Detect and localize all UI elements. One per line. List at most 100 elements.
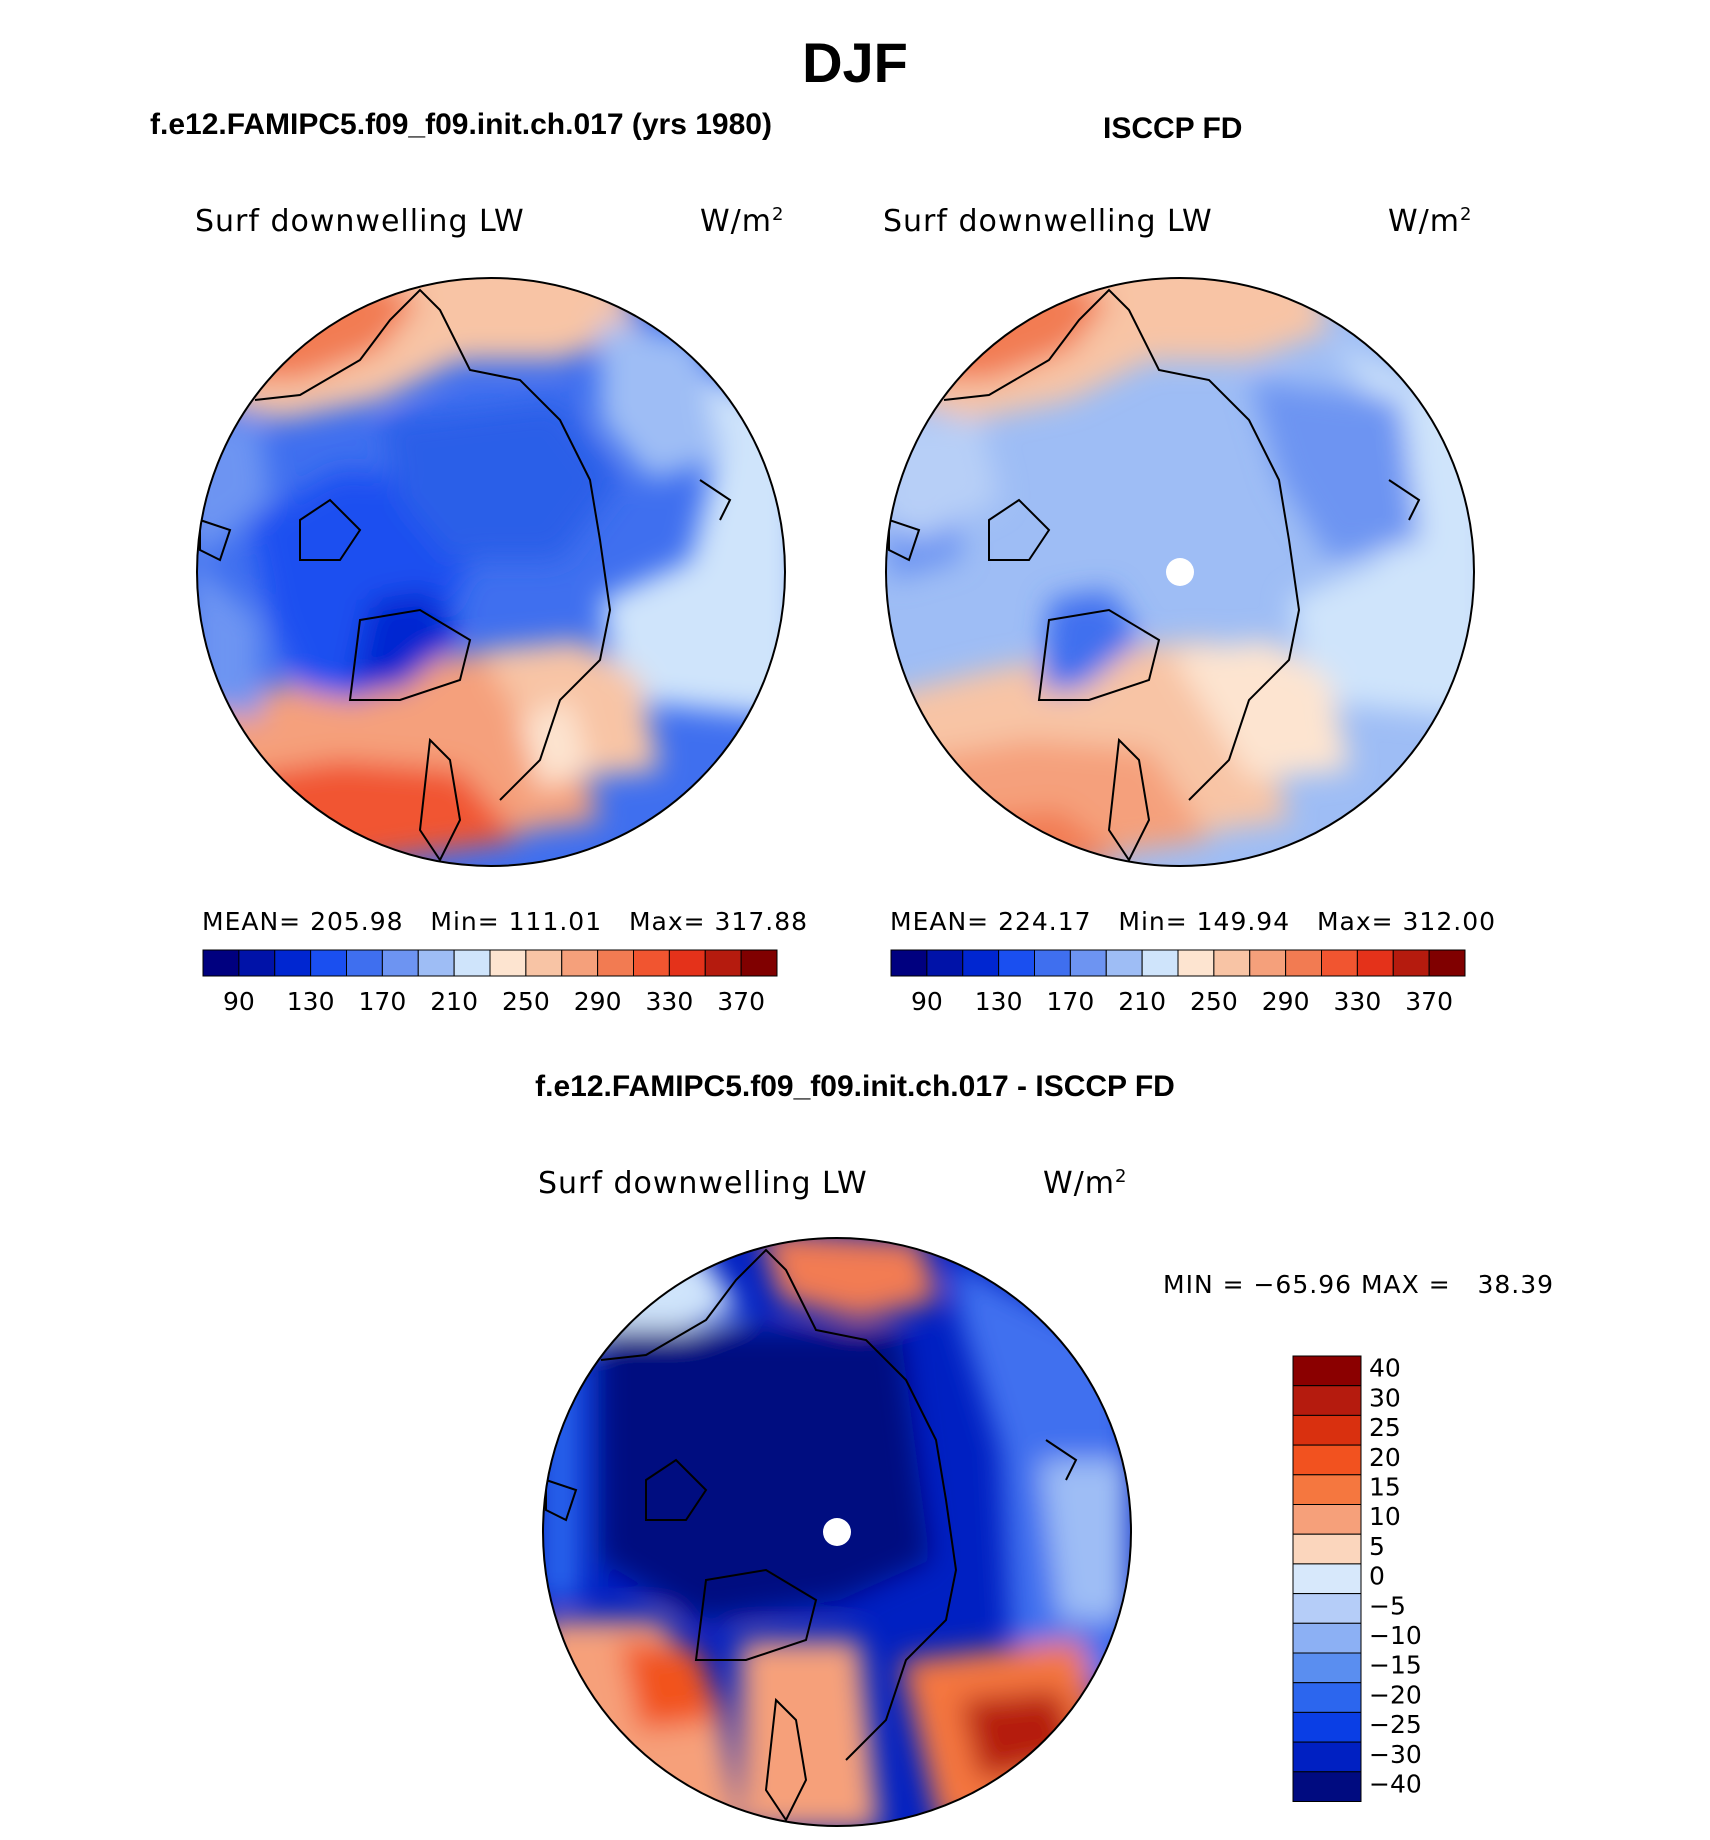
colorbar-isccp-tick-label: 90 [911, 987, 943, 1016]
colorbar-difference-tick-label: 40 [1369, 1354, 1401, 1383]
colorbar-difference-swatch [1292, 1622, 1362, 1654]
colorbar-isccp-swatch [1141, 949, 1179, 977]
panel3-units: W/m2 [1043, 1166, 1127, 1201]
colorbar-isccp: 90 130 170 210 250 290 330 370 [890, 949, 1466, 1016]
colorbar-difference-tick-label: 5 [1369, 1532, 1385, 1561]
colorbar-model-swatch [561, 949, 599, 977]
panel2-units-text: W/m [1388, 204, 1460, 239]
panel3-stats: MIN = −65.96 MAX = 38.39 [1163, 1270, 1555, 1299]
colorbar-model-tick-label: 290 [574, 987, 622, 1016]
map-isccp [886, 278, 1474, 866]
page-title: DJF [802, 31, 908, 94]
map-difference-pole-gap [823, 1518, 851, 1546]
colorbar-difference-swatch [1292, 1563, 1362, 1595]
colorbar-difference-swatch [1292, 1444, 1362, 1476]
colorbar-difference-tick-label: −10 [1369, 1621, 1422, 1650]
colorbar-difference-swatch [1292, 1771, 1362, 1803]
map-isccp-pole-gap [1166, 558, 1194, 586]
colorbar-difference-swatch [1292, 1741, 1362, 1773]
colorbar-difference-tick-label: 0 [1369, 1562, 1385, 1591]
colorbar-difference-tick-label: −25 [1369, 1710, 1422, 1739]
colorbar-difference-tick-label: 10 [1369, 1502, 1401, 1531]
colorbar-model-swatch [453, 949, 491, 977]
colorbar-model-tick-label: 210 [430, 987, 478, 1016]
panel3-units-text: W/m [1043, 1166, 1115, 1201]
colorbar-isccp-swatch [1249, 949, 1287, 977]
map-model-coastlines [199, 288, 732, 862]
colorbar-difference-swatch [1292, 1533, 1362, 1565]
colorbar-difference-tick-label: −15 [1369, 1651, 1422, 1680]
map-model-outline [196, 277, 786, 867]
colorbar-difference-swatch [1292, 1385, 1362, 1416]
colorbar-difference-tick-label: −40 [1369, 1770, 1422, 1799]
colorbar-isccp-swatch [1356, 949, 1394, 977]
panel1-units-sup: 2 [772, 204, 785, 225]
panel3-variable: Surf downwelling LW [538, 1166, 868, 1201]
colorbar-model-tick-label: 130 [287, 987, 335, 1016]
colorbar-difference-swatch [1292, 1474, 1362, 1506]
map-difference-coastlines [545, 1248, 1078, 1822]
colorbar-isccp-swatch [1105, 949, 1143, 977]
colorbar-model-swatch [740, 949, 778, 977]
map-model [197, 278, 785, 866]
panel1-title: f.e12.FAMIPC5.f09_f09.init.ch.017 (yrs 1… [150, 108, 772, 141]
map-difference-outline [542, 1237, 1132, 1827]
colorbar-difference-swatch [1292, 1414, 1362, 1446]
colorbar-isccp-swatch [998, 949, 1035, 977]
colorbar-isccp-swatch [1213, 949, 1251, 977]
colorbar-difference-swatch [1292, 1355, 1362, 1387]
colorbar-model-swatch [633, 949, 670, 977]
colorbar-model-tick-label: 170 [359, 987, 407, 1016]
colorbar-model: 90 130 170 210 250 290 330 370 [202, 949, 778, 1016]
colorbar-difference-swatch [1292, 1504, 1362, 1535]
panel3-units-sup: 2 [1115, 1166, 1128, 1187]
colorbar-isccp-tick-label: 330 [1334, 987, 1382, 1016]
colorbar-isccp-swatch [1285, 949, 1322, 977]
colorbar-isccp-swatch [1392, 949, 1430, 977]
colorbar-difference-tick-label: 30 [1369, 1383, 1401, 1412]
colorbar-isccp-swatch [890, 949, 928, 977]
colorbar-isccp-tick-label: 170 [1047, 987, 1095, 1016]
panel3-title: f.e12.FAMIPC5.f09_f09.init.ch.017 - ISCC… [535, 1070, 1175, 1103]
colorbar-model-swatch [597, 949, 634, 977]
colorbar-isccp-swatch [1321, 949, 1358, 977]
colorbar-isccp-tick-label: 250 [1190, 987, 1238, 1016]
colorbar-difference-tick-label: −5 [1369, 1591, 1406, 1620]
colorbar-model-tick-label: 330 [646, 987, 694, 1016]
colorbar-isccp-swatch [1177, 949, 1215, 977]
colorbar-isccp-swatch [962, 949, 1000, 977]
colorbar-model-swatch [346, 949, 383, 977]
map-isccp-outline [885, 277, 1475, 867]
colorbar-model-swatch [238, 949, 276, 977]
panel2-units: W/m2 [1388, 204, 1472, 239]
colorbar-model-swatch [704, 949, 742, 977]
colorbar-model-swatch [525, 949, 563, 977]
colorbar-model-tick-label: 90 [223, 987, 255, 1016]
colorbar-isccp-tick-label: 370 [1405, 987, 1453, 1016]
panel2-stats: MEAN= 224.17 Min= 149.94 Max= 312.00 [890, 907, 1497, 936]
colorbar-model-swatch [417, 949, 455, 977]
panel1-units-text: W/m [700, 204, 772, 239]
colorbar-difference-tick-label: 25 [1369, 1413, 1401, 1442]
colorbar-isccp-swatch [1069, 949, 1107, 977]
panel2-units-sup: 2 [1460, 204, 1473, 225]
panel2-variable: Surf downwelling LW [883, 204, 1213, 239]
colorbar-model-swatch [381, 949, 419, 977]
panel1-variable: Surf downwelling LW [195, 204, 525, 239]
colorbar-difference-swatch [1292, 1652, 1362, 1684]
colorbar-model-tick-label: 370 [717, 987, 765, 1016]
colorbar-difference-tick-label: 15 [1369, 1473, 1401, 1502]
colorbar-difference-tick-label: −30 [1369, 1740, 1422, 1769]
colorbar-isccp-swatch [1428, 949, 1466, 977]
colorbar-model-swatch [202, 949, 240, 977]
colorbar-isccp-swatch [1034, 949, 1071, 977]
panel1-stats: MEAN= 205.98 Min= 111.01 Max= 317.88 [202, 907, 809, 936]
colorbar-model-swatch [274, 949, 312, 977]
colorbar-difference-swatch [1292, 1682, 1362, 1713]
map-isccp-coastlines [888, 288, 1421, 862]
colorbar-difference-swatch [1292, 1593, 1362, 1624]
colorbar-difference-swatch [1292, 1711, 1362, 1743]
colorbar-model-swatch [668, 949, 706, 977]
